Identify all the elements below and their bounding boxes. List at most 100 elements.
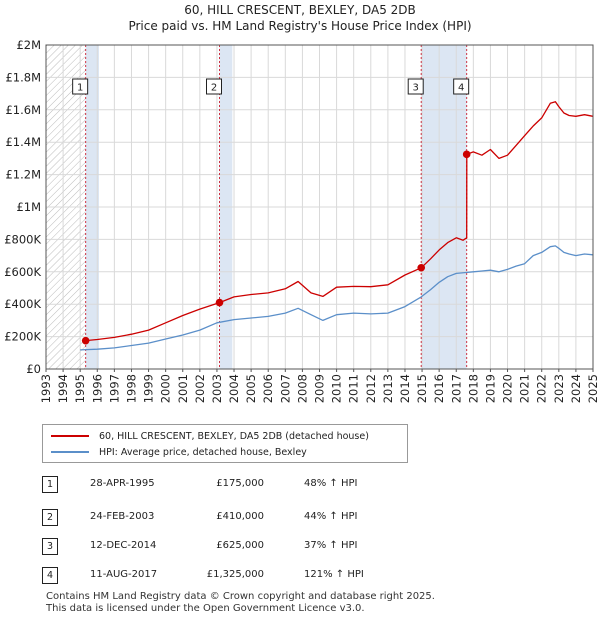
sale-price: £175,000 bbox=[216, 478, 264, 489]
y-tick-label: £1M bbox=[16, 200, 41, 214]
y-tick-label: £400K bbox=[4, 297, 41, 311]
x-tick-label: 1999 bbox=[142, 374, 156, 403]
x-tick-label: 2014 bbox=[398, 374, 412, 403]
x-tick-label: 1993 bbox=[39, 374, 53, 403]
sale-3-marker: 3 bbox=[407, 78, 424, 95]
legend-item-property: 60, HILL CRESCENT, BEXLEY, DA5 2DB (deta… bbox=[51, 428, 369, 444]
legend-swatch-hpi bbox=[51, 451, 89, 453]
y-tick-label: £800K bbox=[4, 232, 41, 246]
y-tick-label: £600K bbox=[4, 265, 41, 279]
chart-subtitle: Price paid vs. HM Land Registry's House … bbox=[128, 19, 471, 33]
sale-row: 4 11-AUG-2017 £1,325,000 121% ↑ HPI bbox=[42, 566, 562, 586]
legend: 60, HILL CRESCENT, BEXLEY, DA5 2DB (deta… bbox=[42, 424, 408, 463]
x-tick-label: 2024 bbox=[569, 374, 583, 403]
legend-swatch-property bbox=[51, 435, 89, 437]
footer-copyright: Contains HM Land Registry data © Crown c… bbox=[46, 591, 435, 602]
sale-3-marker-label: 3 bbox=[413, 83, 419, 94]
sale-1-point bbox=[81, 336, 90, 345]
sale-number: 3 bbox=[42, 538, 58, 555]
sale-hpi-change: 121% ↑ HPI bbox=[304, 569, 364, 580]
sale-price: £625,000 bbox=[216, 540, 264, 551]
x-tick-label: 2015 bbox=[415, 374, 429, 403]
x-axis-ticks: 1993 1994 1995 1996 1997 1998 1999 2000 2001 2002… bbox=[39, 369, 600, 403]
sale-points bbox=[81, 150, 471, 345]
x-tick-label: 2001 bbox=[176, 374, 190, 403]
property-line bbox=[85, 101, 594, 342]
sale-3-marker-box bbox=[407, 78, 424, 95]
y-axis-ticks: £0 £200K £400K £600K £800K £1M £1.2M £1.4M £1.6M… bbox=[4, 38, 41, 376]
sale-4-marker-label: 4 bbox=[458, 83, 464, 94]
legend-label-property: 60, HILL CRESCENT, BEXLEY, DA5 2DB (deta… bbox=[99, 430, 369, 442]
sale-marker-boxes: 1 2 3 4 bbox=[72, 78, 470, 95]
footer-licence: This data is licensed under the Open Gov… bbox=[46, 603, 365, 614]
y-tick-label: £2M bbox=[16, 38, 41, 52]
sale-date: 28-APR-1995 bbox=[90, 478, 155, 489]
sale-2-point bbox=[215, 298, 224, 307]
x-tick-label: 2012 bbox=[364, 374, 378, 403]
x-tick-label: 1994 bbox=[56, 374, 70, 403]
sale-4-marker: 4 bbox=[453, 78, 470, 95]
legend-item-hpi: HPI: Average price, detached house, Bexl… bbox=[51, 444, 307, 460]
sale-number: 2 bbox=[42, 509, 58, 526]
x-tick-label: 2016 bbox=[432, 374, 446, 403]
sale-row: 1 28-APR-1995 £175,000 48% ↑ HPI bbox=[42, 475, 562, 495]
series-lines bbox=[80, 101, 594, 351]
sale-number: 1 bbox=[42, 476, 58, 493]
hpi-line bbox=[80, 245, 594, 351]
x-tick-label: 1997 bbox=[107, 374, 121, 403]
grid-lines bbox=[45, 44, 594, 370]
x-tick-label: 2002 bbox=[193, 374, 207, 403]
legend-label-hpi: HPI: Average price, detached house, Bexl… bbox=[99, 446, 307, 458]
sale-hpi-change: 44% ↑ HPI bbox=[304, 511, 358, 522]
footer: Contains HM Land Registry data © Crown c… bbox=[46, 591, 435, 615]
sale-2-marker-label: 2 bbox=[211, 83, 217, 94]
x-tick-label: 2019 bbox=[483, 374, 497, 403]
sale-1-marker: 1 bbox=[72, 78, 89, 95]
x-tick-label: 1995 bbox=[73, 374, 87, 403]
x-tick-label: 2021 bbox=[518, 374, 532, 403]
sale-4-marker-box bbox=[453, 78, 470, 95]
y-tick-label: £1.2M bbox=[5, 168, 41, 182]
x-tick-label: 2020 bbox=[501, 374, 515, 403]
sale-2-marker: 2 bbox=[206, 78, 223, 95]
sale-price: £1,325,000 bbox=[206, 569, 264, 580]
sale-date: 11-AUG-2017 bbox=[90, 569, 158, 580]
sale-row: 3 12-DEC-2014 £625,000 37% ↑ HPI bbox=[42, 537, 562, 557]
x-tick-label: 2010 bbox=[330, 374, 344, 403]
sale-price: £410,000 bbox=[216, 511, 264, 522]
x-tick-label: 2007 bbox=[278, 374, 292, 403]
sale-hpi-change: 48% ↑ HPI bbox=[304, 478, 358, 489]
sale-date: 24-FEB-2003 bbox=[90, 511, 155, 522]
y-tick-label: £1.6M bbox=[5, 103, 41, 117]
x-tick-label: 2017 bbox=[449, 374, 463, 403]
y-tick-label: £1.8M bbox=[5, 70, 41, 84]
x-tick-label: 2000 bbox=[159, 374, 173, 403]
sale-hpi-change: 37% ↑ HPI bbox=[304, 540, 358, 551]
sale-4-point bbox=[462, 150, 471, 159]
sale-1-marker-label: 1 bbox=[77, 83, 83, 94]
x-tick-label: 2006 bbox=[261, 374, 275, 403]
y-tick-label: £0 bbox=[26, 362, 41, 376]
sale-number: 4 bbox=[42, 567, 58, 584]
x-tick-label: 1996 bbox=[90, 374, 104, 403]
x-tick-label: 2025 bbox=[586, 374, 600, 403]
x-tick-label: 2003 bbox=[210, 374, 224, 403]
sale-row: 2 24-FEB-2003 £410,000 44% ↑ HPI bbox=[42, 508, 562, 528]
x-tick-label: 2008 bbox=[295, 374, 309, 403]
x-tick-label: 2009 bbox=[313, 374, 327, 403]
sale-3-point bbox=[417, 263, 426, 272]
x-tick-label: 2022 bbox=[535, 374, 549, 403]
x-tick-label: 2023 bbox=[552, 374, 566, 403]
chart-title: 60, HILL CRESCENT, BEXLEY, DA5 2DB bbox=[184, 3, 416, 17]
y-tick-label: £1.4M bbox=[5, 135, 41, 149]
sale-1-marker-box bbox=[72, 78, 89, 95]
sale-date: 12-DEC-2014 bbox=[90, 540, 157, 551]
sale-2-marker-box bbox=[206, 78, 223, 95]
x-tick-label: 2018 bbox=[466, 374, 480, 403]
x-tick-label: 2013 bbox=[381, 374, 395, 403]
y-tick-label: £200K bbox=[4, 330, 41, 344]
x-tick-label: 2011 bbox=[347, 374, 361, 403]
x-tick-label: 1998 bbox=[124, 374, 138, 403]
x-tick-label: 2004 bbox=[227, 374, 241, 403]
x-tick-label: 2005 bbox=[244, 374, 258, 403]
